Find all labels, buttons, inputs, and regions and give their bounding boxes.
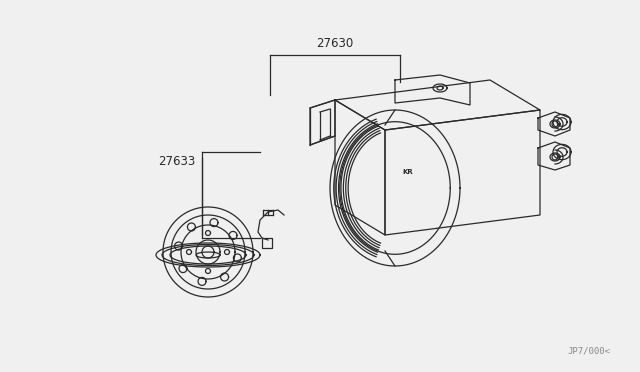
Text: 27633: 27633 [157,155,195,168]
Text: JP7/000<: JP7/000< [567,346,610,355]
Text: KR: KR [403,169,413,175]
Text: 27630: 27630 [316,37,354,50]
